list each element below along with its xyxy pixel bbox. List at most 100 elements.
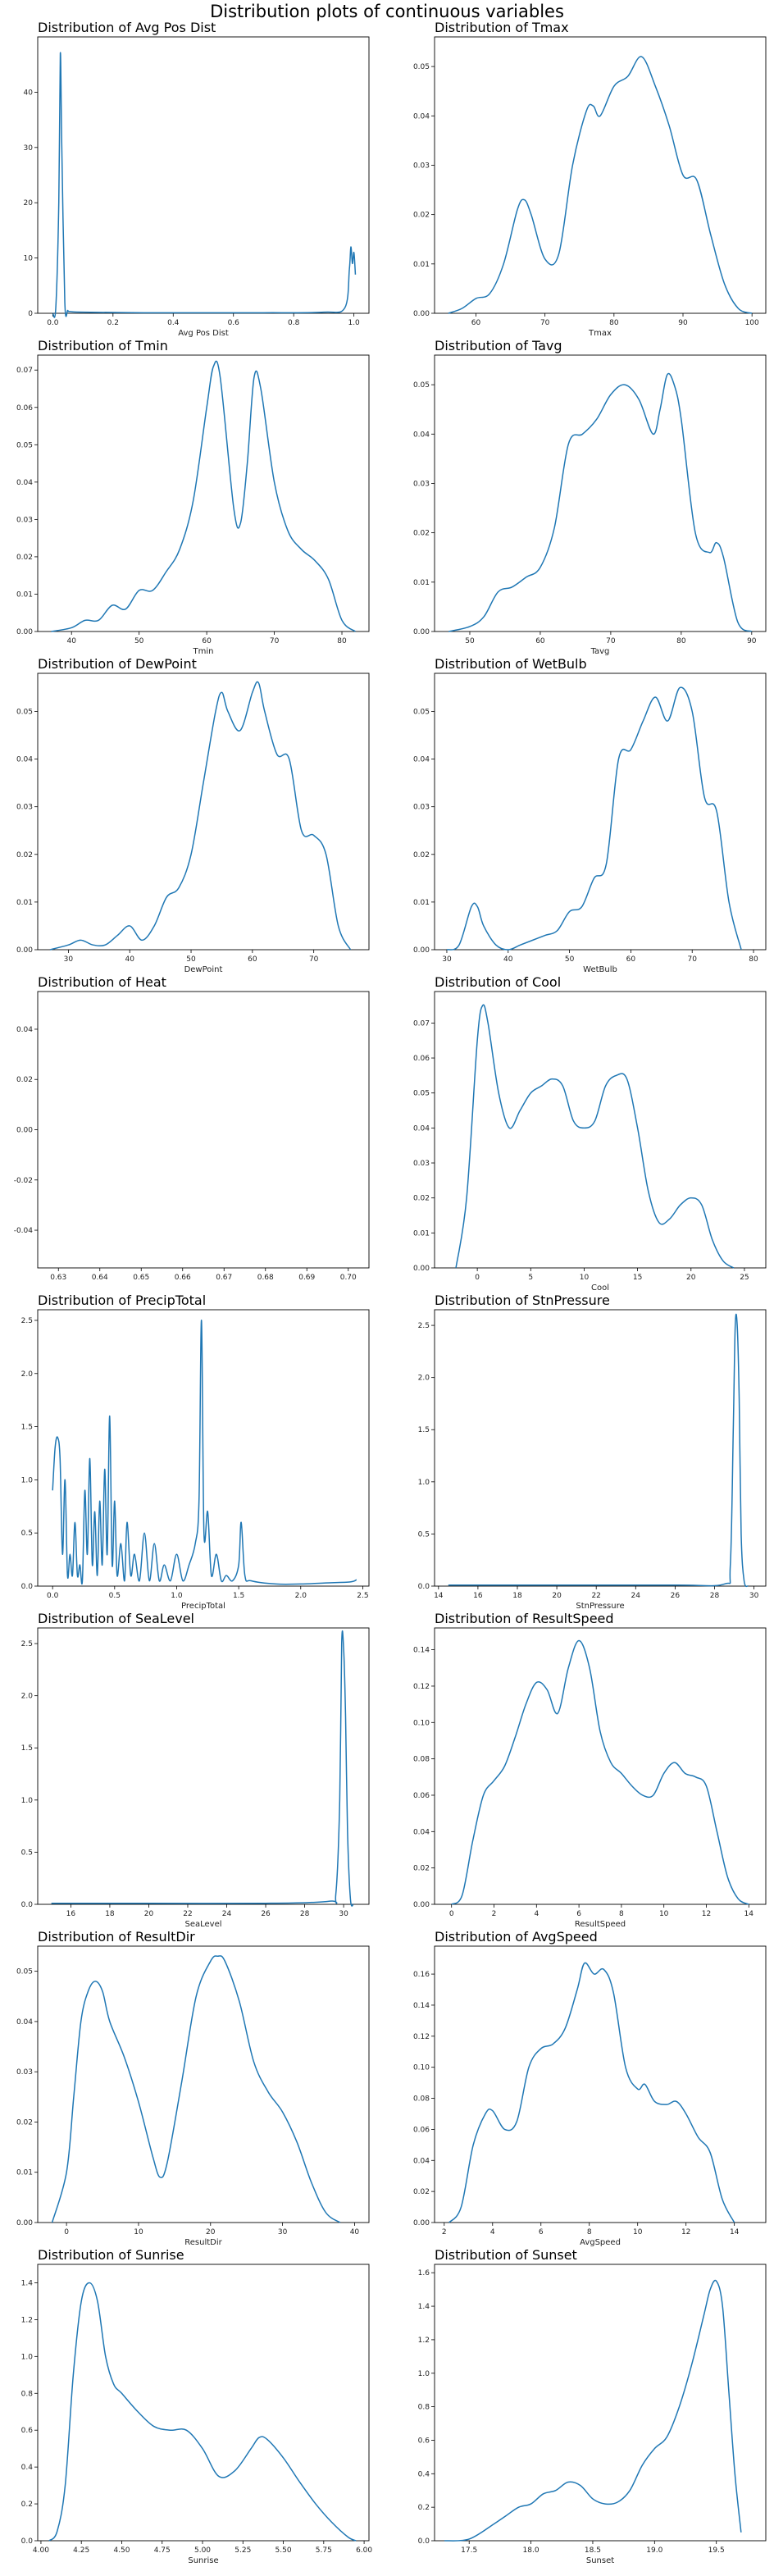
- y-tick-label: 0.02: [413, 1195, 430, 1203]
- y-tick-label: 0.00: [413, 1265, 430, 1273]
- chart-title: Distribution of AvgSpeed: [435, 1929, 598, 1945]
- density-curve-1: [455, 1004, 735, 1269]
- y-tick-label: 0.14: [413, 2002, 430, 2010]
- y-tick-label: 10: [24, 255, 34, 263]
- x-tick-label: 60: [248, 955, 257, 964]
- x-tick-label: 4.75: [154, 2546, 171, 2555]
- chart-title: Distribution of ResultDir: [38, 1929, 195, 1945]
- x-tick-label: 0.6: [228, 319, 240, 327]
- chart-title: Distribution of DewPoint: [38, 656, 197, 672]
- x-tick-label: 26: [261, 1910, 271, 1918]
- x-tick-label: 40: [125, 955, 134, 964]
- x-tick-label: 10: [580, 1274, 590, 1282]
- y-tick-label: 0.03: [16, 804, 33, 812]
- y-tick-label: 1.2: [21, 2316, 33, 2324]
- x-tick-label: 2: [442, 2228, 447, 2236]
- y-tick-label: 0.01: [16, 899, 33, 907]
- x-tick-label: 24: [222, 1910, 232, 1918]
- x-tick-label: 60: [202, 637, 212, 645]
- x-tick-label: 0.67: [216, 1274, 232, 1282]
- x-tick-label: 1.0: [171, 1592, 183, 1600]
- x-tick-label: 25: [740, 1274, 749, 1282]
- density-curve-1: [51, 1955, 341, 2223]
- x-tick-label: 0.68: [257, 1274, 274, 1282]
- x-tick-label: 30: [442, 955, 452, 964]
- x-tick-label: 50: [134, 637, 144, 645]
- chart-panel-8: Distribution of Cool 0 5 10 15 20 25 0.00 0.01 0.…: [413, 974, 767, 1293]
- x-tick-label: 50: [565, 955, 575, 964]
- x-tick-label: 40: [66, 637, 76, 645]
- y-tick-label: 1.0: [418, 2370, 430, 2378]
- x-axis-label: Tavg: [590, 647, 610, 656]
- y-tick-label: 20: [24, 199, 34, 207]
- x-tick-label: 5: [528, 1274, 533, 1282]
- x-tick-label: 90: [678, 319, 688, 327]
- x-tick-label: 70: [540, 319, 550, 327]
- y-tick-label: 0.01: [413, 261, 430, 269]
- plot-frame: [434, 1309, 767, 1587]
- y-tick-label: 0.06: [413, 1792, 430, 1800]
- x-axis-label: AvgSpeed: [580, 2238, 621, 2247]
- x-tick-label: 17.5: [461, 2546, 477, 2555]
- chart-panel-12: Distribution of ResultSpeed 0 2 4 6 8 10 12 14 0.…: [413, 1611, 767, 1929]
- y-tick-label: 0.10: [413, 2064, 430, 2072]
- chart-panel-16: Distribution of Sunset 17.5 18.0 18.5 19.0 19…: [418, 2247, 767, 2565]
- y-tick-label: 0.04: [16, 1026, 33, 1034]
- y-tick-label: 0.00: [16, 2219, 33, 2227]
- x-tick-label: 40: [350, 2228, 360, 2236]
- density-curve-1: [444, 2279, 742, 2542]
- x-tick-label: 8: [619, 1910, 624, 1918]
- x-tick-label: 80: [749, 955, 758, 964]
- x-axis-label: StnPressure: [576, 1602, 624, 1611]
- y-tick-label: 0.0: [418, 1583, 430, 1591]
- y-tick-label: 0.2: [21, 2501, 33, 2509]
- x-tick-label: 22: [591, 1592, 600, 1600]
- y-tick-label: 0.6: [21, 2427, 34, 2435]
- y-tick-label: 0.04: [413, 2157, 430, 2165]
- chart-panel-14: Distribution of AvgSpeed 2 4 6 8 10 12 14 0.00 0.…: [413, 1929, 767, 2247]
- y-tick-label: 1.2: [418, 2337, 430, 2345]
- x-tick-label: 60: [471, 319, 481, 327]
- y-tick-label: 0.03: [413, 1160, 430, 1168]
- x-tick-label: 30: [278, 2228, 288, 2236]
- y-tick-label: 0.04: [413, 756, 430, 764]
- y-tick-label: 0.02: [413, 851, 430, 859]
- y-tick-label: 0.05: [413, 1090, 430, 1098]
- x-tick-label: 12: [681, 2228, 690, 2236]
- y-tick-label: 0.02: [413, 1865, 430, 1873]
- y-tick-label: 0.03: [16, 2068, 33, 2077]
- y-tick-label: 0.0: [21, 2537, 34, 2546]
- x-tick-label: 19.0: [646, 2546, 662, 2555]
- y-tick-label: 0.02: [413, 2188, 430, 2196]
- x-tick-label: 70: [309, 955, 319, 964]
- chart-panel-4: Distribution of Tavg 50 60 70 80 90 0.00 0.01 0.…: [413, 338, 767, 656]
- y-tick-label: 1.4: [418, 2303, 430, 2311]
- y-tick-label: 0.02: [413, 212, 430, 220]
- chart-panel-2: Distribution of Tmax 60 70 80 90 100 0.00 0.01 0…: [413, 20, 767, 338]
- y-tick-label: 0.01: [413, 1229, 430, 1238]
- x-tick-label: 0.65: [133, 1274, 149, 1282]
- plot-frame: [37, 354, 370, 632]
- y-tick-label: 0.07: [16, 367, 33, 375]
- density-curve-1: [51, 1630, 354, 1907]
- density-curve-1: [448, 56, 753, 314]
- chart-title: Distribution of Tavg: [435, 338, 562, 353]
- y-tick-label: 0.02: [16, 2118, 33, 2127]
- y-tick-label: 1.5: [21, 1744, 33, 1753]
- x-tick-label: 0.70: [340, 1274, 357, 1282]
- x-tick-label: 10: [633, 2228, 643, 2236]
- y-tick-label: 0.05: [413, 381, 430, 390]
- x-tick-label: 10: [659, 1910, 669, 1918]
- y-tick-label: 0.03: [413, 480, 430, 488]
- y-tick-label: 0.05: [413, 708, 430, 716]
- x-tick-label: 50: [465, 637, 475, 645]
- x-tick-label: 80: [609, 319, 619, 327]
- x-tick-label: 16: [473, 1592, 483, 1600]
- x-tick-label: 2: [492, 1910, 497, 1918]
- plot-frame: [434, 354, 767, 632]
- y-tick-label: 1.0: [21, 2353, 34, 2361]
- y-tick-label: 0.4: [418, 2470, 430, 2478]
- x-tick-label: 70: [270, 637, 280, 645]
- chart-title: Distribution of Tmax: [435, 20, 569, 35]
- y-tick-label: 0.05: [16, 1968, 33, 1976]
